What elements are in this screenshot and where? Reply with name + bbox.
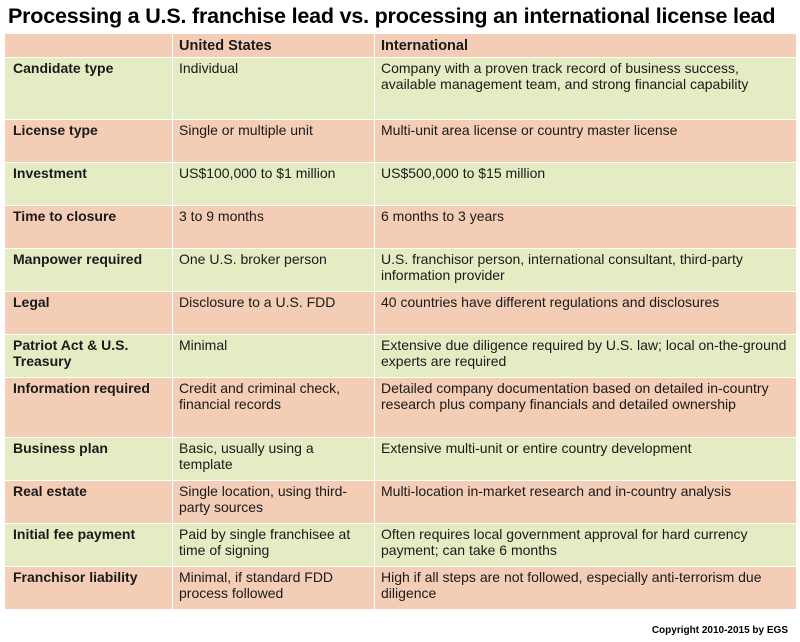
intl-cell: US$500,000 to $15 million [374,162,797,206]
us-cell: Disclosure to a U.S. FDD [172,291,375,335]
header-cell-united-states: United States [172,33,375,58]
us-cell: Minimal, if standard FDD process followe… [172,566,375,610]
intl-cell: Multi-location in-market research and in… [374,480,797,524]
table-row: Business plan Basic, usually using a tem… [4,437,797,481]
row-label: Legal [4,291,173,335]
table-row: Initial fee payment Paid by single franc… [4,523,797,567]
intl-cell: Extensive due diligence required by U.S.… [374,334,797,378]
us-cell: Single or multiple unit [172,119,375,163]
us-cell: One U.S. broker person [172,248,375,292]
intl-cell: U.S. franchisor person, international co… [374,248,797,292]
row-label: Candidate type [4,57,173,120]
us-cell: Single location, using third-party sourc… [172,480,375,524]
row-label: Real estate [4,480,173,524]
header-cell-international: International [374,33,797,58]
us-cell: Credit and criminal check, financial rec… [172,377,375,438]
row-label: Investment [4,162,173,206]
us-cell: Minimal [172,334,375,378]
table-row: Real estate Single location, using third… [4,480,797,524]
row-label: Manpower required [4,248,173,292]
header-cell-blank [4,33,173,58]
intl-cell: Often requires local government approval… [374,523,797,567]
us-cell: Individual [172,57,375,120]
row-label: Business plan [4,437,173,481]
intl-cell: 6 months to 3 years [374,205,797,249]
us-cell: Basic, usually using a template [172,437,375,481]
row-label: Initial fee payment [4,523,173,567]
table-header-row: United States International [4,33,797,58]
comparison-table: United States International Candidate ty… [4,33,797,610]
table-row: Information required Credit and criminal… [4,377,797,438]
intl-cell: 40 countries have different regulations … [374,291,797,335]
row-label: Franchisor liability [4,566,173,610]
table-row: Legal Disclosure to a U.S. FDD 40 countr… [4,291,797,335]
row-label: Information required [4,377,173,438]
page-title: Processing a U.S. franchise lead vs. pro… [8,4,776,28]
us-cell: Paid by single franchisee at time of sig… [172,523,375,567]
table-row: Candidate type Individual Company with a… [4,57,797,120]
table-row: Manpower required One U.S. broker person… [4,248,797,292]
table-row: Investment US$100,000 to $1 million US$5… [4,162,797,206]
us-cell: 3 to 9 months [172,205,375,249]
copyright-notice: Copyright 2010-2015 by EGS [651,625,788,636]
us-cell: US$100,000 to $1 million [172,162,375,206]
table-row: Time to closure 3 to 9 months 6 months t… [4,205,797,249]
row-label: Time to closure [4,205,173,249]
intl-cell: Extensive multi-unit or entire country d… [374,437,797,481]
row-label: Patriot Act & U.S. Treasury [4,334,173,378]
intl-cell: Multi-unit area license or country maste… [374,119,797,163]
row-label: License type [4,119,173,163]
intl-cell: Detailed company documentation based on … [374,377,797,438]
table-row: Patriot Act & U.S. Treasury Minimal Exte… [4,334,797,378]
table-row: License type Single or multiple unit Mul… [4,119,797,163]
table-row: Franchisor liability Minimal, if standar… [4,566,797,610]
intl-cell: High if all steps are not followed, espe… [374,566,797,610]
intl-cell: Company with a proven track record of bu… [374,57,797,120]
